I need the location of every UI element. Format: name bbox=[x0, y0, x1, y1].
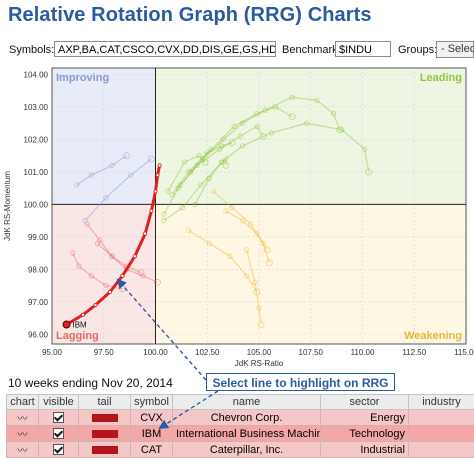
highlight-callout: Select line to highlight on RRG bbox=[206, 373, 395, 391]
name-cell[interactable]: Chevron Corp. bbox=[173, 410, 321, 426]
tail-color-swatch[interactable] bbox=[92, 446, 118, 454]
table-row[interactable]: 〰 CVX Chevron Corp. Energy bbox=[7, 410, 474, 426]
visible-cell[interactable] bbox=[39, 410, 79, 426]
visible-checkbox[interactable] bbox=[53, 444, 64, 455]
x-axis-label: JdK RS-Ratio bbox=[235, 359, 284, 368]
tail-point bbox=[150, 209, 153, 212]
visible-checkbox[interactable] bbox=[53, 412, 64, 423]
header-chart: chart bbox=[7, 395, 39, 410]
groups-select[interactable]: - Select - bbox=[436, 41, 474, 58]
tail-cell[interactable] bbox=[79, 426, 131, 442]
page-title: Relative Rotation Graph (RRG) Charts bbox=[8, 4, 372, 27]
y-tick-label: 99.00 bbox=[28, 233, 49, 242]
table-caption: 10 weeks ending Nov 20, 2014 bbox=[8, 376, 173, 390]
name-cell[interactable]: International Business Machines bbox=[173, 426, 321, 442]
header-symbol: symbol bbox=[131, 395, 173, 410]
header-sector: sector bbox=[321, 395, 409, 410]
visible-checkbox[interactable] bbox=[53, 428, 64, 439]
highlighted-symbol-label: IBM bbox=[72, 321, 87, 330]
chart-icon[interactable]: 〰 bbox=[18, 414, 28, 425]
chart-icon[interactable]: 〰 bbox=[18, 430, 28, 441]
header-visible: visible bbox=[39, 395, 79, 410]
visible-cell[interactable] bbox=[39, 426, 79, 442]
sector-cell[interactable]: Industrial bbox=[321, 442, 409, 458]
y-tick-label: 102.00 bbox=[24, 135, 49, 144]
benchmark-input[interactable]: $INDU bbox=[335, 41, 391, 57]
quadrant-label-lagging: Lagging bbox=[56, 330, 99, 342]
tail-point bbox=[81, 313, 84, 316]
x-tick-label: 97.50 bbox=[94, 348, 115, 357]
y-axis-label: JdK RS-Momentum bbox=[3, 171, 12, 241]
chart-icon-cell[interactable]: 〰 bbox=[7, 442, 39, 458]
y-tick-label: 96.00 bbox=[28, 330, 49, 339]
tail-point bbox=[154, 190, 157, 193]
table-header-row: chart visible tail symbol name sector in… bbox=[7, 395, 474, 410]
tail-point bbox=[133, 255, 136, 258]
industry-cell[interactable] bbox=[409, 410, 474, 426]
tail-color-swatch[interactable] bbox=[92, 430, 118, 438]
tail-point bbox=[156, 174, 159, 177]
symbol-cell[interactable]: CAT bbox=[131, 442, 173, 458]
tail-color-swatch[interactable] bbox=[92, 414, 118, 422]
quadrant-label-weakening: Weakening bbox=[404, 330, 462, 342]
tail-cell[interactable] bbox=[79, 410, 131, 426]
x-tick-label: 115.00 bbox=[454, 348, 474, 357]
x-tick-label: 100.00 bbox=[143, 348, 168, 357]
table-row[interactable]: 〰 CAT Caterpillar, Inc. Industrial bbox=[7, 442, 474, 458]
groups-label: Groups: bbox=[398, 44, 437, 56]
x-tick-label: 102.50 bbox=[195, 348, 220, 357]
y-tick-label: 101.00 bbox=[24, 168, 49, 177]
symbol-cell[interactable]: CVX bbox=[131, 410, 173, 426]
industry-cell[interactable] bbox=[409, 426, 474, 442]
tail-point bbox=[144, 232, 147, 235]
chart-icon-cell[interactable]: 〰 bbox=[7, 426, 39, 442]
controls-bar: Symbols: AXP,BA,CAT,CSCO,CVX,DD,DIS,GE,G… bbox=[4, 40, 470, 61]
y-tick-label: 104.00 bbox=[24, 70, 49, 79]
symbols-table: chart visible tail symbol name sector in… bbox=[6, 394, 474, 458]
x-tick-label: 95.00 bbox=[42, 348, 63, 357]
y-tick-label: 97.00 bbox=[28, 298, 49, 307]
tail-head-point bbox=[63, 321, 70, 328]
y-tick-label: 100.00 bbox=[24, 200, 49, 209]
header-name: name bbox=[173, 395, 321, 410]
symbols-input[interactable]: AXP,BA,CAT,CSCO,CVX,DD,DIS,GE,GS,HD,IBM,… bbox=[54, 41, 276, 57]
y-tick-label: 98.00 bbox=[28, 265, 49, 274]
y-tick-label: 103.00 bbox=[24, 103, 49, 112]
sector-cell[interactable]: Technology bbox=[321, 426, 409, 442]
table-row[interactable]: 〰 IBM International Business Machines Te… bbox=[7, 426, 474, 442]
quadrant-label-improving: Improving bbox=[56, 72, 109, 84]
tail-point bbox=[94, 303, 97, 306]
x-tick-label: 110.00 bbox=[351, 348, 375, 357]
industry-cell[interactable] bbox=[409, 442, 474, 458]
x-tick-label: 105.00 bbox=[247, 348, 272, 357]
visible-cell[interactable] bbox=[39, 442, 79, 458]
symbol-cell[interactable]: IBM bbox=[131, 426, 173, 442]
sector-cell[interactable]: Energy bbox=[321, 410, 409, 426]
rrg-app: Relative Rotation Graph (RRG) Charts Sym… bbox=[0, 0, 474, 448]
x-tick-label: 107.50 bbox=[299, 348, 324, 357]
symbols-label: Symbols: bbox=[9, 44, 54, 56]
tail-point bbox=[108, 290, 111, 293]
quadrant-label-leading: Leading bbox=[420, 72, 462, 84]
x-tick-label: 112.50 bbox=[402, 348, 426, 357]
header-industry[interactable]: industry bbox=[409, 395, 474, 410]
tail-point bbox=[158, 164, 161, 167]
tail-point bbox=[121, 274, 124, 277]
name-cell[interactable]: Caterpillar, Inc. bbox=[173, 442, 321, 458]
rrg-chart[interactable]: IBM 95.00 97.50 100.00 102.50 105.00 107.50 11… bbox=[0, 62, 474, 370]
header-tail: tail bbox=[79, 395, 131, 410]
benchmark-label: Benchmark: bbox=[282, 44, 341, 56]
tail-cell[interactable] bbox=[79, 442, 131, 458]
chart-icon-cell[interactable]: 〰 bbox=[7, 410, 39, 426]
